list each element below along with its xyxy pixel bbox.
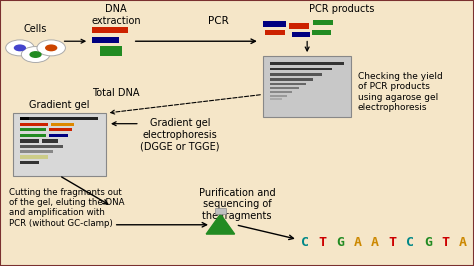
Bar (42, 139, 58, 143)
Circle shape (6, 40, 34, 56)
Bar (270, 83, 306, 85)
Circle shape (45, 44, 57, 51)
Bar (92, 27, 128, 33)
Text: Gradient gel
electrophoresis
(DGGE or TGGE): Gradient gel electrophoresis (DGGE or TG… (140, 118, 220, 152)
Text: T: T (389, 236, 397, 248)
Bar (100, 46, 122, 51)
Circle shape (37, 40, 65, 56)
Text: Cutting the fragments out
of the gel, eluting the DNA
and amplification with
PCR: Cutting the fragments out of the gel, el… (9, 188, 124, 228)
Text: A: A (354, 236, 362, 248)
Bar (313, 20, 333, 25)
Bar (265, 30, 285, 35)
Bar (20, 117, 29, 120)
Bar (270, 68, 332, 70)
Circle shape (21, 47, 50, 63)
Bar (312, 30, 331, 35)
Bar (270, 78, 313, 81)
Bar (100, 51, 122, 56)
Bar (20, 139, 39, 143)
Bar (270, 87, 299, 89)
Bar (20, 134, 46, 137)
Bar (289, 23, 309, 29)
Text: Gradient gel: Gradient gel (29, 100, 90, 110)
Bar (292, 32, 310, 37)
Bar (20, 128, 46, 131)
Bar (270, 95, 287, 97)
Text: Cells: Cells (24, 24, 47, 34)
Bar (263, 21, 286, 27)
Bar (20, 161, 39, 164)
Bar (215, 208, 226, 214)
Bar (20, 145, 63, 148)
Text: G: G (336, 236, 344, 248)
Bar (92, 37, 118, 43)
Text: Total DNA: Total DNA (92, 88, 140, 98)
Text: T: T (441, 236, 449, 248)
Bar (263, 56, 351, 117)
Polygon shape (206, 214, 235, 234)
Bar (20, 150, 53, 153)
Circle shape (14, 44, 26, 51)
Bar (13, 113, 106, 176)
Bar (49, 128, 72, 131)
Text: C: C (406, 236, 414, 248)
Circle shape (29, 51, 42, 58)
Text: PCR products: PCR products (309, 4, 374, 14)
Text: T: T (319, 236, 327, 248)
Bar (49, 134, 68, 137)
Bar (20, 155, 48, 159)
Text: C: C (301, 236, 309, 248)
Text: PCR: PCR (208, 16, 228, 26)
Text: G: G (424, 236, 432, 248)
Bar (20, 117, 98, 120)
Text: A: A (371, 236, 379, 248)
Bar (20, 123, 48, 126)
Text: Purification and
sequencing of
the fragments: Purification and sequencing of the fragm… (199, 188, 275, 221)
Bar (270, 91, 292, 93)
Bar (270, 62, 344, 65)
Bar (51, 123, 74, 126)
Text: Checking the yield
of PCR products
using agarose gel
electrophoresis: Checking the yield of PCR products using… (358, 72, 443, 112)
Bar (270, 73, 322, 76)
Text: DNA
extraction: DNA extraction (91, 4, 141, 26)
Text: A: A (459, 236, 467, 248)
Bar (270, 98, 282, 100)
